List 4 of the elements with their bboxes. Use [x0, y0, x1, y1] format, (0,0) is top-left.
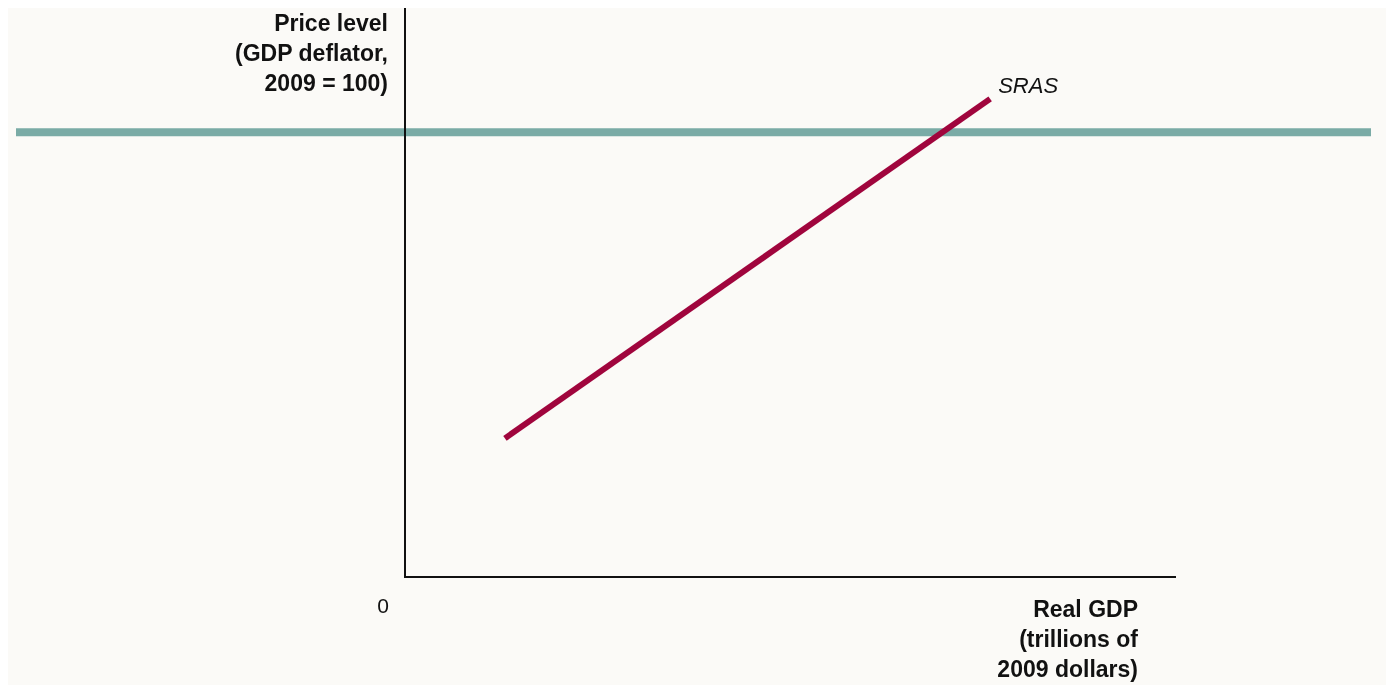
text: 0 [377, 593, 389, 617]
y-axis-title: Price level (GDP deflator, 2009 = 100) [235, 9, 388, 98]
x-axis-title: Real GDP (trillions of 2009 dollars) [997, 595, 1138, 684]
series-label: SRAS [998, 72, 1059, 98]
